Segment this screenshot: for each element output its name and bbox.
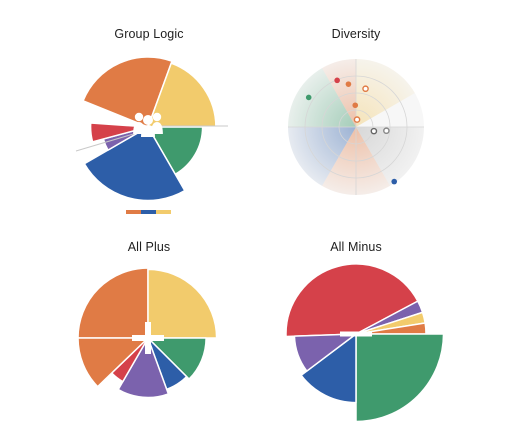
radar-point: [370, 127, 378, 135]
title-all-plus: All Plus: [127, 240, 171, 254]
pie-chart-3: [285, 263, 445, 423]
people-icon: [133, 112, 163, 137]
radar-point: [383, 127, 390, 135]
plus-icon: [132, 322, 164, 354]
title-all-minus: All Minus: [330, 240, 382, 254]
radar-sector: [322, 59, 356, 127]
color-legend-bar: [126, 210, 171, 214]
guide-line: [75, 131, 141, 152]
legend-swatch: [141, 210, 156, 214]
radar-sector: [288, 68, 356, 127]
pie-slice: [147, 62, 217, 128]
pie-slice: [300, 333, 357, 404]
pie-slice: [77, 267, 149, 339]
pie-slice: [147, 268, 218, 339]
radar-sector: [356, 59, 415, 127]
pie-slice: [355, 333, 445, 423]
pie-slice: [89, 122, 149, 143]
diversity-radar: [288, 59, 424, 196]
radar-sector: [288, 127, 356, 186]
radar-point: [353, 116, 361, 123]
legend-swatch: [126, 210, 141, 214]
radar-point: [334, 77, 340, 84]
pie-slice: [82, 56, 173, 128]
pie-slice: [147, 126, 204, 176]
pie-slice: [293, 333, 357, 372]
radar-point: [305, 94, 312, 101]
radar-point: [391, 178, 398, 185]
pie-chart-0: [82, 56, 217, 202]
pie-slice: [83, 126, 186, 202]
minus-icon: [340, 331, 372, 337]
pie-chart-2: [77, 267, 218, 399]
radar-point: [362, 85, 369, 93]
title-group-logic: Group Logic: [114, 27, 184, 41]
radar-sector: [356, 127, 424, 186]
pie-slice: [117, 337, 170, 399]
radar-point: [345, 81, 352, 87]
pie-slice: [147, 337, 207, 380]
legend-swatch: [156, 210, 171, 214]
radar-point: [352, 102, 359, 109]
title-diversity: Diversity: [331, 27, 381, 41]
pie-slice: [77, 337, 149, 388]
